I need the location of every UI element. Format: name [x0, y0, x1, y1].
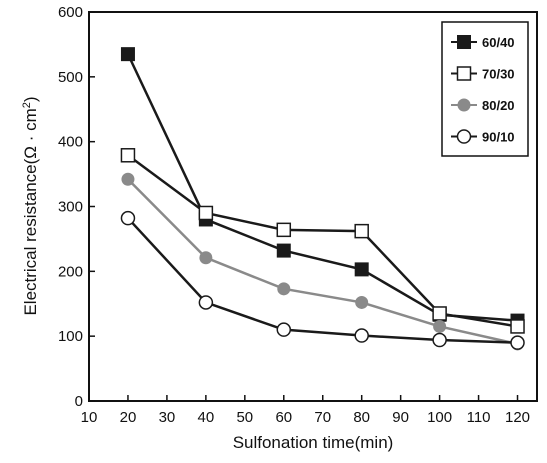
- series-70-30: [120, 148, 525, 334]
- data-point: [354, 223, 369, 239]
- data-point: [120, 47, 135, 62]
- x-tick-label: 100: [427, 409, 452, 426]
- legend-marker: [457, 35, 471, 49]
- data-point: [120, 148, 136, 163]
- legend-marker: [457, 98, 471, 112]
- legend-label: 60/40: [482, 35, 515, 50]
- data-point: [355, 295, 369, 309]
- data-point: [510, 319, 525, 334]
- series-80-20: [121, 172, 525, 351]
- x-tick-label: 120: [505, 409, 530, 426]
- y-tick-label: 100: [58, 328, 83, 345]
- y-axis-label-tail: ): [21, 96, 40, 102]
- x-tick-label: 60: [275, 409, 292, 426]
- data-point: [198, 295, 214, 310]
- series-line: [127, 217, 518, 344]
- legend: 60/40 70/30 80/20 90/10: [441, 21, 529, 157]
- series-90-10: [120, 210, 525, 350]
- legend-box: [441, 21, 529, 157]
- data-point: [432, 306, 447, 321]
- legend-item: 80/20: [451, 98, 515, 113]
- legend-item: 70/30: [451, 66, 515, 82]
- legend-item: 90/10: [451, 129, 515, 145]
- legend-label: 80/20: [482, 98, 515, 113]
- x-tick-label: 70: [314, 409, 331, 426]
- x-tick-label: 10: [81, 409, 98, 426]
- y-axis-label: Electrical resistance(Ω · cm2): [21, 96, 40, 315]
- data-point: [276, 243, 291, 258]
- data-point: [277, 282, 291, 296]
- data-point: [120, 210, 136, 226]
- x-tick-label: 20: [120, 409, 137, 426]
- y-axis: 0 100 200 300 400 500 600: [58, 4, 95, 410]
- y-tick-label: 0: [75, 393, 83, 410]
- y-tick-label: 500: [58, 69, 83, 86]
- y-tick-label: 600: [58, 4, 83, 21]
- legend-label: 70/30: [482, 67, 515, 82]
- y-tick-label: 200: [58, 263, 83, 280]
- data-point: [510, 335, 525, 350]
- x-axis-label: Sulfonation time(min): [233, 433, 394, 452]
- legend-marker: [456, 66, 472, 81]
- y-axis-label-main: Electrical resistance(Ω · cm: [21, 108, 40, 315]
- series-line: [127, 154, 518, 328]
- data-point: [433, 319, 447, 333]
- series-layer: [120, 47, 525, 351]
- x-tick-label: 50: [236, 409, 253, 426]
- data-point: [199, 251, 213, 265]
- data-point: [198, 205, 214, 221]
- x-tick-label: 40: [198, 409, 215, 426]
- data-point: [276, 322, 292, 337]
- x-axis: 10 20 30 40 50 60 70 80 90 100 110 120: [81, 395, 530, 426]
- legend-item: 60/40: [451, 35, 515, 50]
- legend-label: 90/10: [482, 130, 515, 145]
- y-tick-label: 400: [58, 134, 83, 151]
- x-tick-label: 80: [353, 409, 370, 426]
- x-tick-label: 90: [392, 409, 409, 426]
- data-point: [276, 222, 292, 238]
- y-axis-label-superscript: 2: [21, 102, 33, 108]
- y-tick-label: 300: [58, 199, 83, 216]
- data-point: [354, 262, 369, 277]
- x-tick-label: 110: [467, 409, 491, 426]
- data-point: [121, 172, 135, 186]
- x-tick-label: 30: [159, 409, 176, 426]
- data-point: [432, 332, 447, 348]
- data-point: [354, 328, 369, 343]
- legend-marker: [456, 129, 472, 144]
- series-line: [127, 178, 518, 346]
